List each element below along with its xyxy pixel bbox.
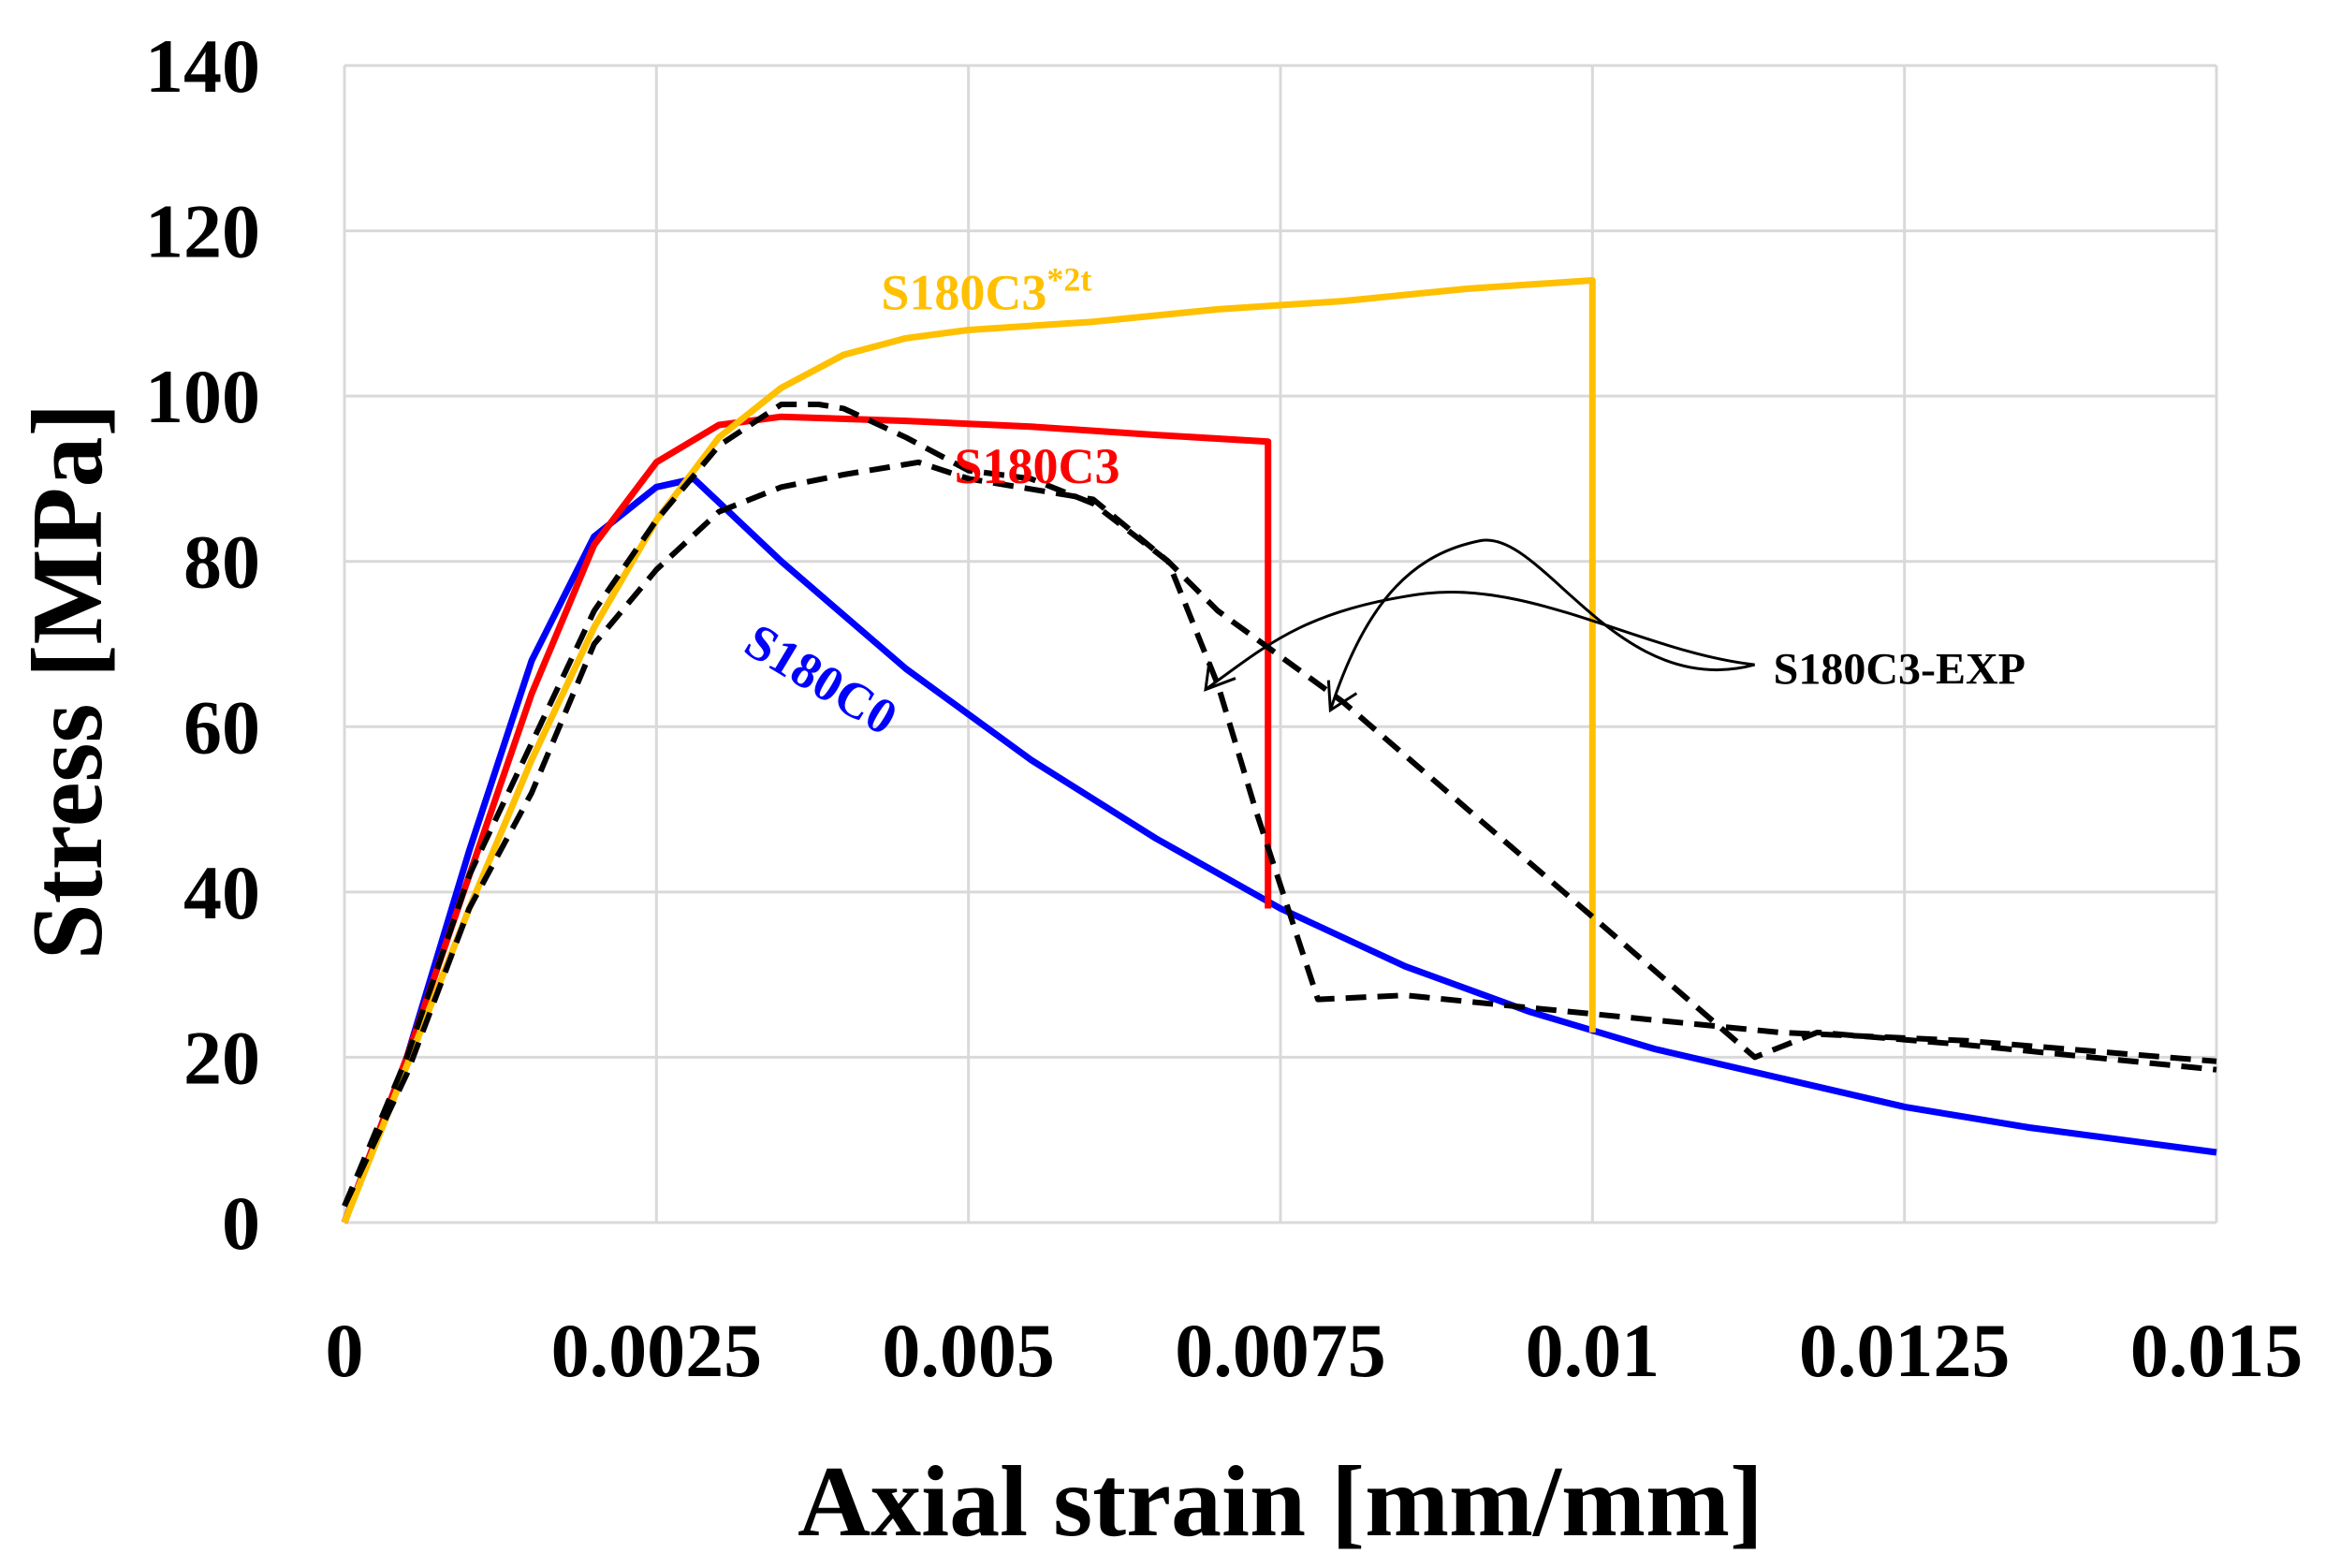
series-label-s180c3-2t-base: S180C3 <box>881 264 1046 320</box>
series-line-s180c0 <box>341 475 2217 1224</box>
series-line-s180c3-2t <box>341 277 1596 1224</box>
series-label-s180c3-2t-superscript: *2t <box>1046 260 1091 298</box>
x-tick-label-0: 0 <box>326 1308 364 1393</box>
x-tick-label-5: 0.0125 <box>1799 1308 2011 1393</box>
y-axis-title: Stress [MPa] <box>12 403 124 960</box>
exp-series-label: S180C3-EXP <box>1774 644 2026 694</box>
exp-arrowhead-1 <box>1204 661 1236 692</box>
series-line-s180c3-exp-curve-1 <box>342 402 2217 1208</box>
y-tick-label-1: 20 <box>183 1015 260 1100</box>
x-tick-label-4: 0.01 <box>1526 1308 1660 1393</box>
tick-labels: 0 20 40 60 80 100 120 140 0 0.0025 0.005 0.0075 0.01… <box>145 23 2303 1393</box>
exp-arrowhead-2 <box>1326 680 1358 713</box>
y-tick-label-0: 0 <box>222 1180 260 1266</box>
y-tick-label-5: 100 <box>145 354 260 439</box>
x-tick-label-3: 0.0075 <box>1175 1308 1386 1393</box>
annotation-layer: S180C3-EXP <box>1204 538 2026 713</box>
series-label-s180c3-2t: S180C3*2t <box>881 260 1091 320</box>
y-tick-label-3: 60 <box>183 684 260 769</box>
y-tick-label-2: 40 <box>183 850 260 935</box>
series-label-s180c3: S180C3 <box>954 438 1119 494</box>
y-tick-label-4: 80 <box>183 520 260 605</box>
series-layer <box>341 277 2217 1224</box>
exp-arrow-2 <box>1205 590 1755 691</box>
y-tick-label-7: 140 <box>145 23 260 109</box>
x-axis-title: Axial strain [mm/mm] <box>797 1446 1763 1558</box>
x-tick-label-2: 0.005 <box>882 1308 1055 1393</box>
series-line-s180c3-exp-curve-2 <box>342 459 2217 1208</box>
y-tick-label-6: 120 <box>145 189 260 274</box>
x-tick-label-1: 0.0025 <box>551 1308 763 1393</box>
exp-arrow-1 <box>1328 538 1756 711</box>
x-tick-label-6: 0.015 <box>2130 1308 2304 1393</box>
